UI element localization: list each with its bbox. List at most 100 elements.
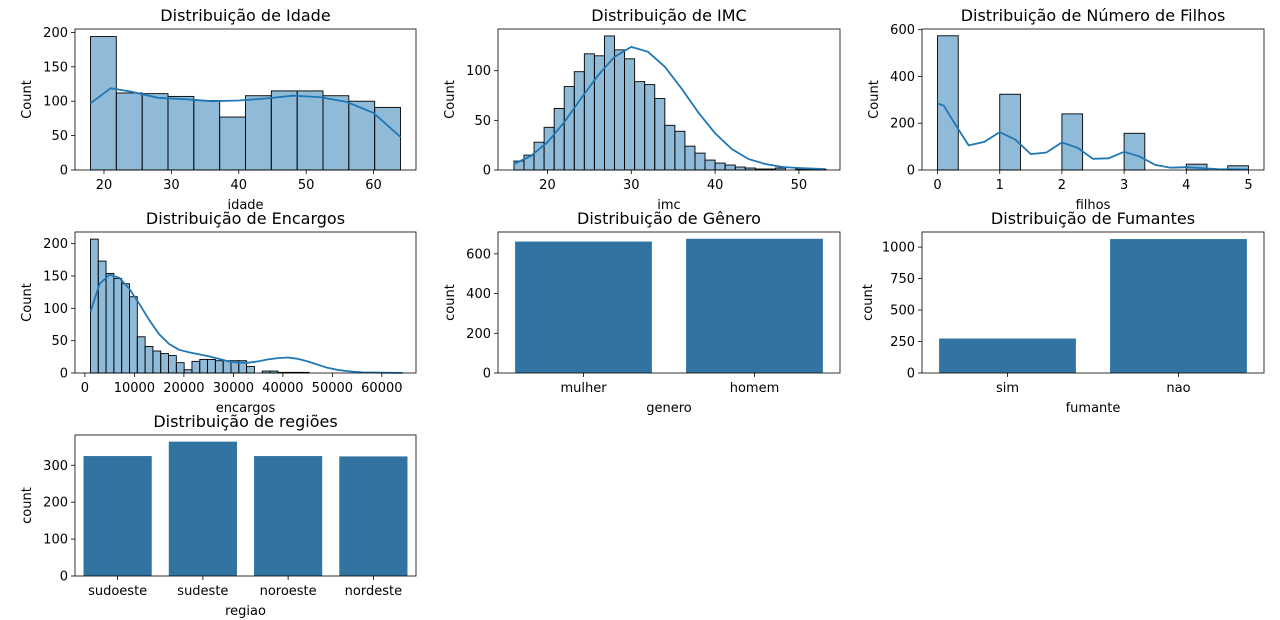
histogram-bar <box>644 84 656 171</box>
x-tick-label: 0 <box>81 381 89 396</box>
y-axis-label: Count <box>20 283 35 322</box>
y-tick-label: 750 <box>890 272 915 287</box>
x-tick-label: 1 <box>996 178 1004 193</box>
chart-panel-5: mulher homem 0 200 400 600 Distribuição de Gên… <box>443 209 841 416</box>
histogram-bar <box>583 53 595 171</box>
y-axis-label: Count <box>443 80 458 119</box>
x-tick-label: noroeste <box>260 584 317 599</box>
y-tick-label: 0 <box>60 367 68 382</box>
y-tick-label: 200 <box>43 26 68 41</box>
axes-frame <box>74 28 417 171</box>
y-tick-label: 200 <box>43 496 68 511</box>
x-axis-label: regiao <box>225 604 266 619</box>
histogram-bar <box>222 360 232 374</box>
histogram-bar <box>296 90 324 171</box>
x-tick-label: mulher <box>560 381 607 396</box>
histogram-bar <box>105 272 115 374</box>
axes-frame <box>74 434 417 577</box>
x-tick-label: 10000 <box>114 381 155 396</box>
x-tick-label: sudoeste <box>88 584 147 599</box>
x-tick-label: 50 <box>298 178 315 193</box>
histogram-bar <box>654 98 666 171</box>
x-axis-label: encargos <box>216 401 276 416</box>
histogram-bar <box>348 100 376 171</box>
chart-title: Distribuição de regiões <box>153 412 337 431</box>
histogram-bar <box>183 369 193 374</box>
histogram-bar <box>684 145 696 171</box>
x-axis-label: filhos <box>1076 198 1111 213</box>
histogram-bar <box>219 116 246 171</box>
y-tick-label: 100 <box>43 302 68 317</box>
bars <box>83 441 408 576</box>
x-axis-label: imc <box>657 198 680 213</box>
kde-line <box>89 273 403 374</box>
histogram-bars <box>90 238 310 374</box>
axes-frame <box>921 231 1265 374</box>
histogram-bar <box>246 366 255 374</box>
axes-frame <box>497 231 841 374</box>
chart-title: Distribuição de Número de Filhos <box>961 6 1226 25</box>
bar <box>168 441 237 576</box>
kde-line <box>89 87 402 138</box>
y-tick-label: 200 <box>466 327 491 342</box>
histogram-bar <box>191 360 201 374</box>
chart-title: Distribuição de Encargos <box>146 209 345 228</box>
y-tick-label: 1000 <box>882 241 915 256</box>
histogram-bar <box>674 130 686 171</box>
histogram-bar <box>141 93 169 171</box>
histogram-bar <box>207 358 216 374</box>
y-tick-label: 50 <box>51 129 68 144</box>
x-tick-label: 30 <box>163 178 180 193</box>
histogram-bars <box>90 36 401 171</box>
histogram-bar <box>115 92 143 171</box>
histogram-bar <box>1123 132 1146 171</box>
x-tick-label: 60 <box>365 178 382 193</box>
y-tick-label: 600 <box>466 247 491 262</box>
histogram-bar <box>553 107 565 171</box>
histogram-bar <box>704 159 716 171</box>
y-tick-label: 500 <box>890 304 915 319</box>
histogram-bar <box>245 95 272 171</box>
y-tick-label: 0 <box>483 367 491 382</box>
histogram-bar <box>144 346 154 374</box>
x-tick-label: 20 <box>96 178 113 193</box>
x-tick-label: 50 <box>791 178 808 193</box>
chart-title: Distribuição de IMC <box>591 6 746 25</box>
y-tick-label: 100 <box>43 95 68 110</box>
axes-frame <box>74 231 417 374</box>
bar <box>939 338 1076 373</box>
x-tick-label: 5 <box>1244 178 1252 193</box>
x-tick-label: nordeste <box>345 584 402 599</box>
histogram-bar <box>634 81 646 171</box>
y-tick-label: 100 <box>43 533 68 548</box>
chart-panel-2: 20 30 40 50 0 50 100 Distribuição de IMC imc Coun… <box>443 6 841 213</box>
y-axis-label: count <box>861 284 876 321</box>
axes-frame <box>921 28 1265 171</box>
histogram-bar <box>90 36 117 171</box>
y-tick-label: 0 <box>60 164 68 179</box>
histogram-bar <box>614 49 626 171</box>
histogram-bar <box>322 95 350 171</box>
axes-frame <box>497 28 841 171</box>
y-tick-label: 400 <box>466 287 491 302</box>
bar <box>339 456 408 576</box>
chart-title: Distribuição de Fumantes <box>991 209 1195 228</box>
y-tick-label: 200 <box>43 237 68 252</box>
histogram-bar <box>543 126 555 171</box>
x-axis-label: fumante <box>1066 401 1121 416</box>
x-tick-label: 40 <box>230 178 247 193</box>
chart-panel-6: sim nao 0 250 500 750 1000 Distribuição de Fuma… <box>861 209 1265 416</box>
x-tick-label: 4 <box>1182 178 1190 193</box>
y-tick-label: 300 <box>43 459 68 474</box>
bar <box>686 238 823 373</box>
histogram-bar <box>573 71 585 171</box>
histogram-bar <box>193 100 221 171</box>
y-tick-label: 0 <box>907 367 915 382</box>
histogram-bar <box>167 95 195 171</box>
bar <box>83 456 152 576</box>
histogram-bar <box>664 124 676 171</box>
y-tick-label: 200 <box>890 117 915 132</box>
chart-panel-4: 0 10000 20000 30000 40000 50000 60000 0 50 100 150… <box>20 209 417 416</box>
y-tick-label: 150 <box>43 60 68 75</box>
x-tick-label: 20000 <box>163 381 204 396</box>
